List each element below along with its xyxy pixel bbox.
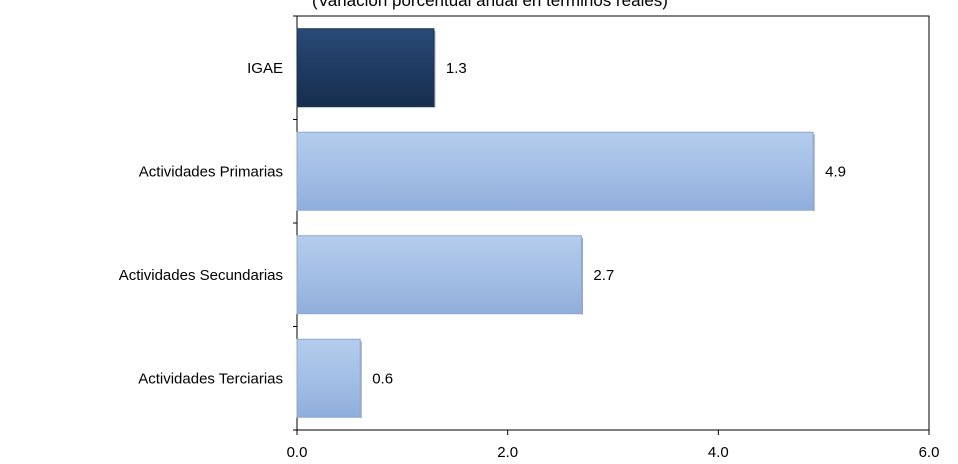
x-tick-label-3: 6.0: [919, 444, 940, 461]
bar-3: [296, 338, 361, 418]
category-label-0: IGAE: [247, 60, 283, 77]
bars-layer: IGAE 1.3 Actividades Primarias 4.9 Actividad…: [119, 28, 846, 419]
category-label-3: Actividades Terciarias: [138, 370, 283, 387]
data-label-3: 0.6: [372, 370, 393, 387]
x-tick-label-2: 4.0: [708, 444, 729, 461]
category-label-1: Actividades Primarias: [139, 163, 283, 180]
category-label-2: Actividades Secundarias: [119, 267, 283, 284]
data-label-2: 2.7: [593, 267, 614, 284]
chart-subtitle: (Variación porcentual anual en términos …: [312, 0, 668, 10]
x-tick-label-0: 0.0: [287, 444, 308, 461]
x-tick-label-1: 2.0: [497, 444, 518, 461]
bar-2: [296, 235, 582, 315]
x-axis: 0.0 2.0 4.0 6.0: [287, 15, 940, 461]
data-label-0: 1.3: [446, 60, 467, 77]
data-label-1: 4.9: [825, 163, 846, 180]
bar-0: [296, 28, 435, 108]
bar-1: [296, 131, 814, 211]
